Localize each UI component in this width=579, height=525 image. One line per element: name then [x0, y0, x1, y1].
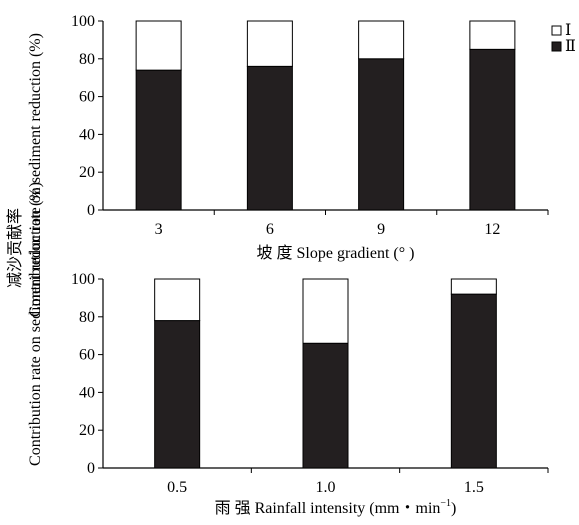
x-axis-label-superscript: −1 — [440, 498, 451, 509]
bar-segment-ii — [358, 58, 405, 211]
chart-rainfall-intensity: 0 20 40 60 80 100 0.5 1.0 1.5 雨 强 Rainfall intens… — [71, 271, 549, 517]
x-axis-label: 坡 度 Slope gradient (° ) — [257, 244, 415, 262]
bar-segment-i — [469, 20, 516, 50]
x-tick-label: 1.0 — [316, 479, 336, 496]
bar-segment-i — [246, 20, 293, 67]
y-tick-label: 100 — [71, 271, 95, 288]
legend-swatch-i — [551, 25, 562, 36]
y-axis-label-en-bottom: Contribution rate on sediment reduction … — [27, 182, 44, 466]
shared-y-axis-label: 减沙贡献率 Contribution rate on sediment redu… — [6, 33, 44, 466]
y-tick-label: 80 — [79, 309, 95, 326]
x-axis-label-main: 雨 强 Rainfall intensity (mm・min — [215, 500, 441, 517]
bar-segment-i — [135, 20, 182, 71]
y-tick-label: 40 — [79, 126, 95, 143]
x-tick-label: 6 — [266, 221, 274, 238]
x-axis-label: 雨 强 Rainfall intensity (mm・min−1) — [215, 498, 457, 517]
legend: Ⅰ Ⅱ — [551, 22, 576, 55]
y-tick-label: 20 — [79, 422, 95, 439]
bar-segment-ii — [154, 320, 201, 469]
y-tick-label: 80 — [79, 51, 95, 68]
bar-segment-i — [450, 278, 497, 295]
x-tick-label: 3 — [155, 221, 163, 238]
legend-label-i: Ⅰ — [565, 22, 571, 39]
bar-segment-ii — [302, 342, 349, 469]
bar-segment-i — [154, 278, 201, 322]
bar-segment-ii — [469, 48, 516, 211]
bar-segment-ii — [246, 65, 293, 211]
x-tick-label: 0.5 — [167, 479, 187, 496]
legend-label-ii: Ⅱ — [565, 38, 576, 55]
x-axis-label-end: ) — [451, 500, 456, 517]
y-tick-label: 40 — [79, 384, 95, 401]
bar-segment-i — [358, 20, 405, 60]
y-tick-label: 0 — [87, 460, 95, 477]
y-tick-label: 60 — [79, 347, 95, 364]
y-tick-label: 60 — [79, 89, 95, 106]
x-tick-label: 9 — [377, 221, 385, 238]
y-axis-label-zh: 减沙贡献率 — [6, 208, 24, 288]
y-axis-label-en-top: Contribution rate on sediment reduction … — [27, 33, 44, 317]
legend-swatch-ii — [551, 41, 562, 52]
bar-segment-ii — [450, 293, 497, 469]
y-tick-label: 0 — [87, 202, 95, 219]
x-tick-label: 1.5 — [464, 479, 484, 496]
chart-slope-gradient: 0 20 40 60 80 100 3 6 9 12 坡 度 Slope gradient (° ) — [71, 13, 549, 262]
y-tick-label: 100 — [71, 13, 95, 30]
x-tick-label: 12 — [484, 221, 500, 238]
y-tick-label: 20 — [79, 164, 95, 181]
bar-segment-ii — [135, 69, 182, 211]
bar-segment-i — [302, 278, 349, 344]
